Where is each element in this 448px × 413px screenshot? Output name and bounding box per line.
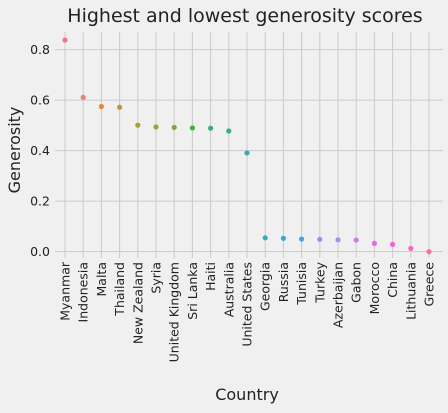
grid-lines	[55, 32, 443, 258]
data-points	[62, 37, 432, 255]
data-point	[80, 94, 86, 101]
x-tick-label: United States	[240, 262, 255, 347]
y-tick-label: 0.8	[30, 42, 50, 57]
x-tick-label: Morocco	[367, 262, 382, 314]
x-tick-label: Sri Lanka	[185, 262, 200, 320]
x-tick-label: Tunisia	[294, 262, 309, 306]
data-point	[62, 37, 68, 43]
x-axis-label: Country	[215, 385, 279, 404]
x-tick-label: Greece	[422, 262, 437, 307]
data-point	[117, 104, 123, 110]
x-tick-label: Gabon	[349, 262, 364, 303]
data-point	[317, 236, 323, 242]
data-point	[390, 241, 396, 247]
x-tick-label: Malta	[94, 262, 109, 296]
x-tick-label: New Zealand	[130, 262, 145, 344]
x-tick-label: Australia	[221, 262, 236, 317]
x-tick-label: Georgia	[258, 262, 273, 311]
data-point	[280, 235, 286, 241]
data-point	[335, 237, 341, 243]
y-tick-label: 0.2	[30, 194, 50, 209]
x-tick-label: Azerbaijan	[331, 262, 346, 328]
x-tick-label: Myanmar	[58, 261, 73, 321]
y-axis-label: Generosity	[5, 107, 24, 194]
y-tick-label: 0.4	[30, 143, 50, 158]
data-point	[299, 236, 305, 242]
data-point	[153, 124, 159, 130]
chart-title: Highest and lowest generosity scores	[67, 5, 422, 27]
data-point	[353, 237, 359, 243]
data-point	[208, 125, 214, 131]
x-tick-label: China	[385, 262, 400, 298]
x-axis-ticks: Myanmar Indonesia Malta Thailand New Zealand…	[58, 261, 437, 362]
data-point	[135, 122, 141, 128]
data-point	[371, 240, 377, 246]
x-tick-label: United Kingdom	[167, 262, 182, 362]
data-point	[244, 150, 250, 156]
data-point	[189, 125, 195, 131]
x-tick-label: Indonesia	[76, 262, 91, 322]
y-axis-ticks: 0.0 0.2 0.4 0.6 0.8	[30, 42, 50, 259]
x-tick-label: Thailand	[112, 262, 127, 317]
x-tick-label: Haiti	[203, 262, 218, 291]
data-point	[262, 235, 268, 241]
y-tick-label: 0.0	[30, 244, 50, 259]
x-tick-label: Syria	[149, 262, 164, 294]
y-tick-label: 0.6	[30, 93, 50, 108]
data-point	[171, 124, 177, 131]
x-tick-label: Russia	[276, 262, 291, 302]
data-point	[408, 245, 414, 252]
data-point	[226, 128, 232, 134]
x-tick-label: Lithuania	[403, 262, 418, 320]
x-tick-label: Turkey	[312, 261, 327, 303]
data-point	[426, 249, 432, 255]
data-point	[98, 103, 104, 110]
